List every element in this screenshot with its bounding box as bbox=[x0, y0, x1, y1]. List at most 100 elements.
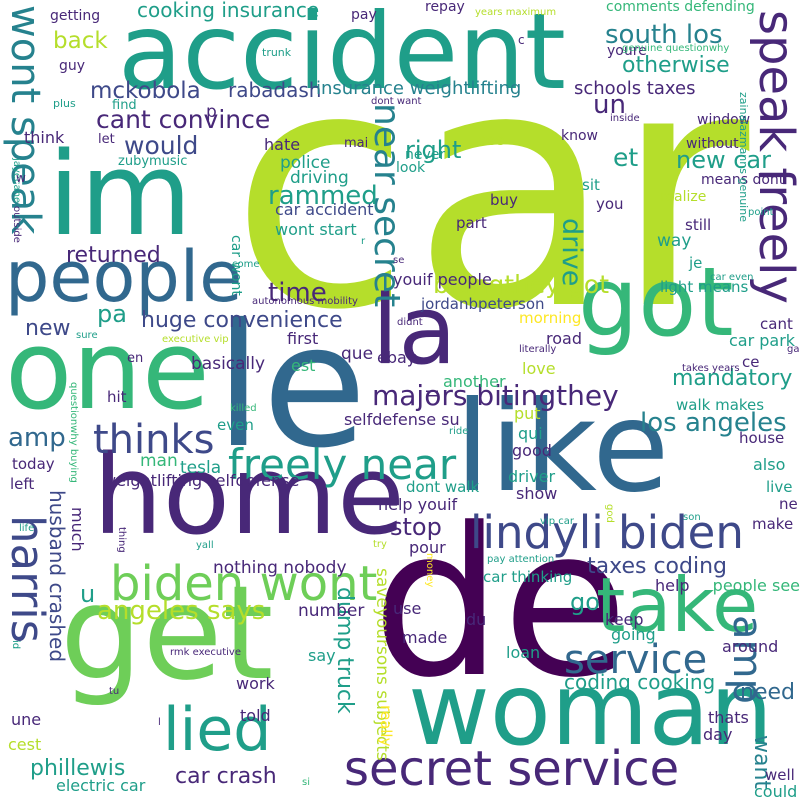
word-right: right bbox=[405, 136, 462, 164]
word-majors-bitingthey: majors bitingthey bbox=[372, 379, 619, 412]
word-sit: sit bbox=[582, 176, 600, 194]
word-pay: pay bbox=[351, 7, 377, 23]
word-nothing-nobody: nothing nobody bbox=[213, 558, 347, 578]
word-secret-service: secret service bbox=[344, 741, 680, 797]
word-accident: accident bbox=[118, 0, 566, 113]
word-outside: outside bbox=[11, 206, 22, 243]
word-driving: driving bbox=[290, 168, 349, 188]
word-loan: loan bbox=[506, 643, 541, 662]
word-you: you bbox=[596, 195, 624, 213]
word-zubymusic: zubymusic bbox=[118, 154, 188, 169]
word-hate: hate bbox=[264, 135, 301, 154]
word-hit: hit bbox=[107, 388, 127, 406]
word-help: help bbox=[655, 576, 690, 595]
word-love: love bbox=[522, 359, 556, 378]
word-car-even: car even bbox=[710, 272, 754, 283]
word-du: du bbox=[466, 610, 487, 629]
word-otherwise: otherwise bbox=[622, 53, 730, 78]
word-get: get bbox=[60, 557, 274, 709]
word-walk-makes: walk makes bbox=[676, 396, 765, 414]
word-car-thinking: car thinking bbox=[483, 568, 573, 586]
word-ride: ride bbox=[449, 426, 469, 437]
word-une: une bbox=[11, 710, 42, 729]
word-id: id bbox=[10, 640, 21, 650]
word-cooking-insurance: cooking insurance bbox=[137, 0, 320, 22]
word-returned: returned bbox=[66, 243, 161, 268]
word-still: still bbox=[685, 216, 712, 234]
word-cant-convince: cant convince bbox=[96, 105, 271, 134]
word-basically: basically bbox=[191, 354, 266, 374]
word-police: police bbox=[280, 153, 331, 173]
word-let: let bbox=[98, 132, 115, 147]
word-realize: realize bbox=[660, 189, 707, 205]
word-new: new bbox=[25, 316, 71, 341]
word-need: need bbox=[740, 680, 795, 705]
word-go: go bbox=[570, 588, 600, 616]
word-rabadash: rabadash bbox=[228, 78, 322, 102]
word-back: back bbox=[53, 28, 108, 54]
word-car-park: car park bbox=[729, 331, 796, 350]
word-told: told bbox=[240, 706, 271, 725]
word-part: part bbox=[456, 214, 487, 232]
word-u: u bbox=[80, 580, 96, 608]
word-pour: pour bbox=[409, 538, 446, 557]
word-im: im bbox=[48, 128, 192, 262]
word-woman: woman bbox=[408, 651, 774, 768]
word-going: going bbox=[611, 625, 656, 644]
word-come: come bbox=[232, 259, 260, 270]
word-schools-taxes: schools taxes bbox=[574, 78, 696, 99]
word-tesla: tesla bbox=[180, 458, 222, 478]
word-service: service bbox=[564, 637, 708, 683]
word-taxes-coding: taxes coding bbox=[587, 554, 727, 579]
word-light-means: light means bbox=[660, 278, 749, 296]
word-coding-cooking: coding cooking bbox=[564, 670, 716, 694]
word-yall: yall bbox=[196, 540, 214, 551]
word-wont-start: wont start bbox=[275, 220, 357, 239]
word-dont-want: dont want bbox=[371, 96, 422, 107]
word-good: good bbox=[512, 441, 552, 460]
word-man: man bbox=[140, 451, 178, 471]
word-life: life bbox=[19, 523, 35, 534]
word-son: son bbox=[683, 512, 701, 523]
word-around: around bbox=[722, 637, 779, 656]
word-mandatory: mandatory bbox=[672, 366, 793, 391]
word-pay-attention: pay attention bbox=[487, 554, 555, 565]
word-takes-years: takes years bbox=[682, 363, 740, 374]
word-one: one bbox=[5, 306, 210, 434]
word-car-accident: car accident bbox=[275, 200, 374, 219]
word-angeles-says: angeles says bbox=[97, 596, 266, 626]
word-god: god bbox=[604, 504, 615, 523]
word-ce: ce bbox=[742, 353, 760, 371]
word-huge-convenience: huge convenience bbox=[141, 308, 343, 333]
word-bitingthey-got: bitingthey got bbox=[433, 270, 610, 299]
word-think: think bbox=[24, 128, 65, 147]
word-made: made bbox=[402, 628, 448, 647]
word-le: le bbox=[215, 288, 367, 486]
word-really: really bbox=[377, 705, 395, 747]
word-plus: plus bbox=[53, 97, 76, 110]
word-thats: thats bbox=[708, 708, 749, 727]
word-ga: ga bbox=[787, 344, 800, 355]
word-ebay: ebay bbox=[377, 348, 417, 367]
word-time: time bbox=[268, 278, 327, 308]
word-know: know bbox=[561, 128, 598, 144]
word-road: road bbox=[546, 329, 582, 348]
word-didnt: didnt bbox=[397, 317, 423, 328]
word-could: could bbox=[754, 782, 798, 800]
word-phillewis: phillewis bbox=[30, 756, 126, 781]
word-sure: sure bbox=[76, 330, 98, 341]
word-new-car: new car bbox=[676, 146, 772, 174]
word-mai: mai bbox=[344, 136, 369, 151]
word-much: much bbox=[68, 507, 87, 552]
word-stop: stop bbox=[390, 513, 442, 541]
word-way: way bbox=[657, 231, 692, 251]
word-weightlifting-selfdefense: weightlifting selfdefense bbox=[103, 471, 300, 490]
word-try: try bbox=[373, 539, 387, 550]
word-que: que bbox=[341, 344, 374, 364]
word-without: without bbox=[686, 136, 739, 152]
word-well: well bbox=[765, 766, 795, 784]
word-got: got bbox=[578, 248, 734, 358]
word-je: je bbox=[689, 254, 703, 272]
word-se: se bbox=[393, 255, 405, 266]
word-another: another bbox=[443, 372, 506, 391]
